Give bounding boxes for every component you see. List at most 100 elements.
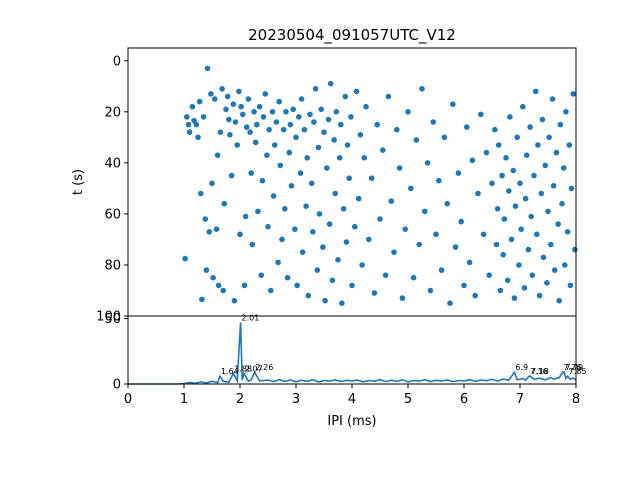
scatter-point (405, 109, 411, 115)
histogram-x-tick-label: 5 (404, 392, 412, 407)
scatter-point (338, 121, 344, 128)
scatter-point (559, 200, 565, 207)
scatter-point (327, 80, 334, 87)
histogram-y-tick-label: 50 (104, 312, 121, 327)
scatter-point (413, 137, 420, 143)
scatter-point (489, 180, 495, 187)
scatter-point (262, 91, 269, 97)
scatter-point (223, 106, 229, 113)
scatter-point (363, 103, 369, 110)
histogram-x-tick-label: 0 (124, 392, 132, 407)
scatter-point (553, 149, 560, 156)
scatter-point (380, 147, 386, 153)
scatter-point (210, 274, 216, 281)
scatter-point (430, 119, 437, 125)
scatter-point (475, 190, 481, 197)
scatter-point (447, 300, 453, 307)
peak-label: 7.18 (531, 367, 549, 376)
scatter-y-axis-label: t (s) (71, 169, 86, 195)
peak-label: 1.88 (234, 365, 252, 374)
scatter-point (307, 111, 313, 118)
scatter-point (204, 65, 211, 72)
scatter-point (503, 155, 509, 161)
scatter-point (230, 101, 237, 107)
scatter-point (368, 175, 375, 181)
scatter-point (566, 142, 573, 148)
scatter-point (332, 190, 339, 197)
scatter-point (548, 241, 554, 248)
scatter-point (308, 180, 315, 187)
scatter-point (525, 246, 532, 253)
scatter-point (507, 114, 513, 120)
scatter-point (539, 116, 546, 123)
scatter-point (271, 142, 278, 148)
scatter-point (258, 272, 265, 279)
scatter-point (251, 109, 257, 115)
scatter-point (545, 208, 551, 215)
scatter-point (441, 134, 448, 141)
scatter-point (433, 231, 439, 238)
scatter-point (182, 255, 188, 262)
scatter-point (276, 98, 283, 105)
scatter-point (318, 106, 325, 113)
scatter-plot: 0 20 40 60 80 100 t (s) (71, 47, 578, 325)
scatter-point (335, 257, 341, 263)
histogram-x-tick-label: 2 (236, 392, 244, 407)
scatter-y-tick-label: 60 (104, 207, 121, 222)
scatter-point (557, 121, 564, 128)
scatter-point (279, 236, 285, 243)
scatter-point (522, 195, 529, 202)
peak-label: 2.07 (245, 365, 263, 374)
scatter-point (288, 183, 295, 189)
scatter-point (422, 208, 428, 215)
scatter-point (260, 114, 267, 120)
scatter-point (572, 246, 578, 253)
scatter-point (555, 221, 561, 227)
scatter-point (283, 109, 289, 115)
scatter-point (521, 285, 528, 291)
scatter-point (529, 272, 536, 279)
scatter-y-tick-label: 20 (104, 105, 121, 120)
scatter-point (550, 183, 557, 189)
scatter-point (371, 290, 378, 296)
histogram-x-tick-label: 3 (292, 392, 300, 407)
scatter-point (427, 287, 434, 294)
scatter-y-axis: 0 20 40 60 80 100 (96, 54, 128, 325)
scatter-point (273, 119, 280, 125)
scatter-point (196, 98, 203, 105)
scatter-point (213, 226, 220, 232)
scatter-point (321, 129, 327, 135)
scatter-point (499, 172, 505, 179)
scatter-point (366, 236, 372, 243)
scatter-point (284, 274, 291, 281)
scatter-point (344, 142, 351, 148)
scatter-point (510, 167, 517, 174)
scatter-point (248, 170, 254, 176)
scatter-point (198, 190, 204, 197)
histogram-x-axis-label: IPI (ms) (327, 414, 376, 429)
scatter-point (269, 109, 276, 115)
histogram-x-tick-label: 4 (348, 392, 356, 407)
scatter-point (478, 111, 484, 118)
histogram-x-tick-label: 8 (572, 392, 580, 407)
scatter-point (517, 180, 523, 187)
scatter-point (542, 162, 548, 169)
scatter-point (469, 157, 476, 164)
scatter-point (314, 267, 321, 273)
scatter-point (377, 216, 383, 222)
scatter-point (531, 172, 537, 179)
scatter-point (293, 134, 299, 141)
scatter-point (236, 88, 242, 95)
peak-label: 7.16 (530, 367, 548, 376)
scatter-point (480, 231, 487, 238)
scatter-point (538, 190, 545, 197)
scatter-point (249, 241, 256, 248)
histogram-y-tick-label: 0 (113, 378, 121, 393)
scatter-point (286, 149, 293, 156)
scatter-point (523, 152, 530, 158)
scatter-point (512, 203, 519, 209)
scatter-point (535, 142, 541, 148)
scatter-point (247, 129, 253, 135)
scatter-point (527, 124, 533, 130)
scatter-point (184, 114, 190, 120)
